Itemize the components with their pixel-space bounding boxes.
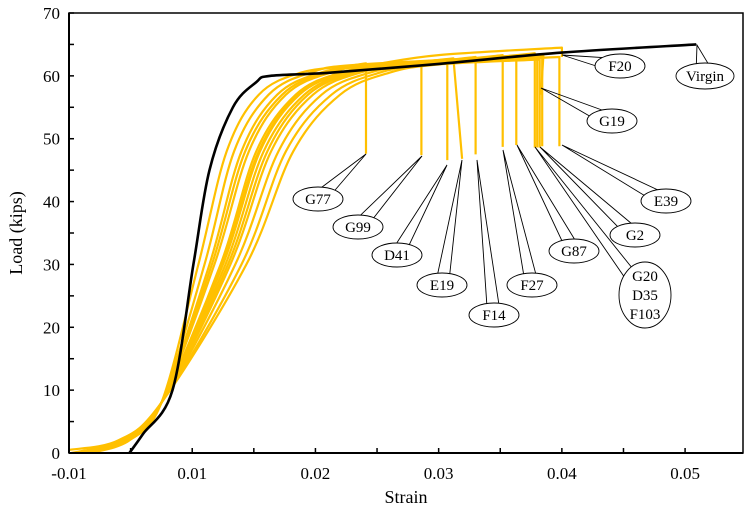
- series-line-f20: [84, 46, 563, 455]
- callout-pointer: [437, 159, 463, 276]
- callout-g20: G20 D35 F103: [534, 146, 672, 329]
- series-line-virgin: [128, 43, 697, 454]
- y-tick-label: 40: [43, 193, 60, 212]
- callout-g99: G99: [332, 155, 423, 240]
- y-tick-label: 50: [43, 130, 60, 149]
- callout-label: G19: [599, 114, 625, 130]
- callout-pointer: [539, 146, 632, 233]
- x-tick-label: 0.04: [547, 464, 577, 483]
- y-tick-label: 70: [43, 4, 60, 23]
- callout-label: G20: [632, 269, 658, 285]
- series-layer: [68, 43, 697, 455]
- callout-g87: G87: [516, 144, 600, 264]
- x-tick-label: 0.01: [177, 464, 207, 483]
- callout-g77: G77: [292, 153, 367, 212]
- y-tick-label: 0: [52, 444, 61, 463]
- callout-ellipse: [609, 222, 661, 248]
- callout-ellipse: [586, 108, 638, 134]
- callout-label: G77: [305, 192, 331, 208]
- callout-e19: E19: [416, 159, 468, 298]
- series-line-d35: [88, 54, 539, 455]
- callout-label: F103: [630, 307, 661, 323]
- x-axis-title: Strain: [385, 487, 428, 507]
- y-tick-label: 20: [43, 318, 60, 337]
- callout-ellipse: [468, 302, 520, 328]
- callout-label: G2: [626, 228, 644, 244]
- callout-virgin: Virgin: [675, 43, 735, 90]
- callout-label: E39: [654, 194, 678, 210]
- callout-ellipse: [618, 261, 672, 329]
- callout-pointer: [561, 54, 611, 71]
- callout-pointer: [695, 43, 709, 67]
- y-tick-label: 30: [43, 255, 60, 274]
- callout-label: F14: [482, 308, 506, 324]
- callout-pointer: [534, 146, 637, 281]
- series-line-g19: [77, 54, 545, 455]
- callout-pointer: [540, 87, 605, 123]
- callout-pointer: [516, 144, 575, 245]
- x-tick-label: 0.02: [301, 464, 331, 483]
- callout-label: F20: [608, 59, 631, 75]
- callout-pointer: [502, 149, 537, 276]
- callout-ellipse: [416, 272, 468, 298]
- callout-g2: G2: [539, 146, 661, 248]
- x-tick-label: 0.03: [424, 464, 454, 483]
- series-line-f103: [68, 58, 541, 451]
- callout-f14: F14: [468, 159, 520, 328]
- callout-ellipse: [371, 242, 423, 268]
- callout-ellipse: [506, 272, 558, 298]
- x-tick-label: 0.05: [670, 464, 700, 483]
- callout-g19: G19: [540, 87, 638, 134]
- callout-ellipse: [594, 53, 646, 79]
- series-line-g99: [85, 60, 423, 455]
- callout-pointer: [561, 144, 660, 202]
- series-line-g2: [79, 55, 544, 455]
- callout-ellipse: [332, 214, 384, 240]
- callout-f20: F20: [561, 53, 646, 79]
- axes: 0 10 20 30 40 50 60 70 -0.01 0.01 0.02 0.03 0.04 0.05: [43, 4, 744, 483]
- y-axis-title: Load (kips): [6, 191, 27, 274]
- callout-label: F27: [520, 278, 544, 294]
- callout-label: G87: [561, 244, 587, 260]
- callout-ellipse: [548, 238, 600, 264]
- callout-pointer: [321, 153, 367, 197]
- callout-label: D41: [384, 248, 410, 264]
- callout-label: G99: [345, 220, 371, 236]
- callout-label: E19: [430, 278, 454, 294]
- callout-label: D35: [632, 288, 658, 304]
- y-tick-label: 60: [43, 67, 60, 86]
- callout-ellipse: [292, 186, 344, 212]
- y-tick-label: 10: [43, 381, 60, 400]
- callout-d41: D41: [371, 164, 448, 268]
- series-line-e39: [79, 55, 561, 455]
- callout-ellipse: [675, 62, 735, 90]
- callout-ellipse: [640, 188, 692, 214]
- callout-e39: E39: [561, 144, 692, 214]
- callout-label: Virgin: [686, 69, 724, 85]
- callout-pointer: [476, 159, 500, 305]
- callout-pointer: [396, 164, 448, 249]
- callout-labels: G77 G99 D41 E19 F14 F27 G87 G20 D35 F103 G2 E39 G19 F…: [292, 43, 735, 329]
- callout-pointer: [360, 155, 423, 224]
- callout-f27: F27: [502, 149, 558, 298]
- x-tick-label: -0.01: [51, 464, 86, 483]
